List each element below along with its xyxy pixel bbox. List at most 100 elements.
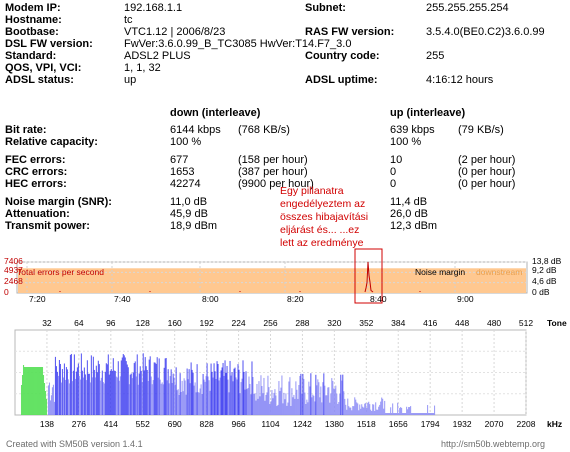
downstream-tone-bar [196, 364, 198, 415]
downstream-tone-bar [124, 357, 126, 415]
downstream-tone-bar [268, 387, 270, 415]
downstream-tone-bar [390, 407, 392, 415]
downstream-tone-bar [337, 403, 339, 415]
downstream-tone-bar [318, 382, 320, 415]
upstream-tone-bar [27, 367, 30, 415]
downstream-tone-bar [431, 413, 433, 415]
tone-tick-label: 96 [106, 318, 116, 328]
x-tick-label: 7:40 [114, 294, 131, 304]
downstream-tone-bar [342, 374, 344, 415]
downstream-tone-bar [286, 405, 288, 415]
downstream-tone-bar [262, 393, 264, 415]
downstream-tone-bar [405, 413, 407, 415]
noise-margin-snr-label: Noise margin (SNR): [5, 196, 112, 208]
downstream-tone-bar [92, 356, 94, 415]
noise-margin-snr-up: 11,4 dB [390, 196, 428, 208]
downstream-tone-bar [397, 402, 399, 415]
downstream-tone-bar [420, 413, 422, 415]
footer-url[interactable]: http://sm50b.webtemp.org [441, 439, 546, 449]
adsl-status-value: up [124, 74, 137, 86]
downstream-tone-bar [50, 395, 52, 415]
downstream-tone-bar [224, 360, 226, 415]
khz-tick-label: 1242 [293, 419, 312, 429]
downstream-tone-bar [251, 361, 253, 415]
tone-tick-label: 288 [295, 318, 309, 328]
downstream-tone-bar [109, 370, 111, 415]
downstream-tone-bar [157, 377, 159, 415]
footer-created: Created with SM50B version 1.4.1 [6, 439, 143, 449]
downstream-tone-bar [302, 373, 304, 415]
downstream-tone-bar [257, 398, 259, 415]
downstream-tone-bar [76, 367, 78, 415]
transmit-power-label: Transmit power: [5, 220, 90, 232]
bit-rate-label: Bit rate: [5, 124, 47, 136]
downstream-tone-bar [139, 366, 141, 415]
downstream-tone-bar [184, 380, 186, 415]
downstream-tone-bar [384, 400, 386, 415]
crc-errors-down-extra: (387 per hour) [238, 166, 308, 178]
downstream-tone-bar [201, 393, 203, 415]
downstream-tone-bar [47, 385, 49, 415]
downstream-tone-bar [255, 400, 257, 415]
downstream-tone-bar [386, 413, 388, 415]
downstream-tone-bar [212, 377, 214, 415]
downstream-tone-bar [192, 372, 194, 415]
dsl-fw-version-label: DSL FW version: [5, 38, 93, 50]
downstream-tone-bar [175, 367, 177, 415]
downstream-tone-bar [322, 382, 324, 415]
downstream-tone-bar [313, 395, 315, 415]
downstream-tone-bar [121, 357, 123, 415]
downstream-tone-bar [312, 394, 314, 415]
downstream-tone-bar [293, 394, 295, 415]
y-left-tick-label: 7406 [4, 256, 23, 266]
downstream-tone-bar [239, 393, 241, 415]
downstream-tone-bar [130, 373, 132, 415]
upstream-tone-bar [41, 367, 44, 415]
downstream-tone-bar [421, 413, 423, 415]
error-spike [364, 261, 374, 293]
upstream-tone-bar [28, 367, 31, 415]
downstream-tone-bar [264, 400, 266, 415]
downstream-tone-bar [393, 413, 395, 415]
downstream-tone-bar [56, 371, 58, 415]
down-header: down (interleave) [170, 107, 261, 119]
upstream-tone-bar [25, 367, 28, 415]
upstream-tone-bar [44, 391, 47, 415]
downstream-tone-bar [426, 413, 428, 415]
downstream-tone-bar [194, 382, 196, 415]
downstream-tone-bar [399, 408, 401, 415]
downstream-tone-bar [372, 404, 374, 415]
downstream-tone-bar [154, 362, 156, 415]
upstream-tone-bar [37, 367, 40, 415]
crc-errors-label: CRC errors: [5, 166, 68, 178]
upstream-tone-bar [29, 367, 32, 415]
downstream-tone-bar [91, 377, 93, 415]
downstream-tone-bar [134, 361, 136, 415]
downstream-tone-bar [178, 394, 180, 415]
downstream-tone-bar [429, 413, 431, 415]
downstream-tone-bar [354, 397, 356, 415]
y-right-tick-label: 0 dB [532, 287, 550, 297]
downstream-tone-bar [408, 407, 410, 415]
downstream-tone-bar [97, 360, 99, 415]
downstream-tone-bar [80, 353, 82, 415]
crc-errors-up-extra: (0 per hour) [458, 166, 516, 178]
downstream-tone-bar [247, 387, 249, 415]
downstream-tone-bar [168, 383, 170, 415]
khz-tick-label: 966 [231, 419, 245, 429]
downstream-tone-bar [99, 380, 101, 415]
downstream-tone-bar [169, 376, 171, 415]
y-right-tick-label: 9,2 dB [532, 265, 557, 275]
downstream-tone-bar [69, 354, 71, 415]
bit-rate-up: 639 kbps [390, 124, 435, 136]
downstream-tone-bar [295, 381, 297, 415]
downstream-tone-bar [424, 413, 426, 415]
upstream-tone-bar [34, 367, 37, 415]
downstream-tone-bar [81, 370, 83, 415]
downstream-tone-bar [207, 376, 209, 415]
hec-errors-up: 0 [390, 178, 397, 190]
downstream-tone-bar [129, 374, 131, 415]
downstream-tone-bar [195, 392, 197, 415]
bootbase-value: VTC1.12 | 2006/8/23 [124, 26, 226, 38]
downstream-tone-bar [338, 402, 340, 415]
